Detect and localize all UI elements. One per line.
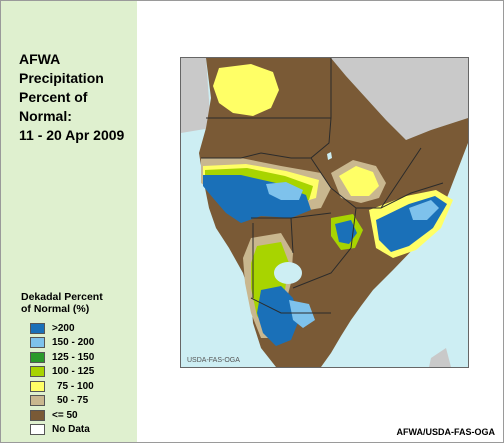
sidebar-panel: AFWA Precipitation Percent of Normal: 11… xyxy=(1,1,137,442)
legend-title-line: Dekadal Percent xyxy=(21,291,103,303)
map-title: AFWA Precipitation Percent of Normal: 11… xyxy=(19,50,134,145)
title-line: AFWA xyxy=(19,51,61,67)
legend-item: 150 - 200 xyxy=(30,336,94,351)
legend-label: 150 - 200 xyxy=(52,337,95,349)
legend-swatch xyxy=(30,409,45,421)
legend-title: Dekadal Percent of Normal (%) xyxy=(21,291,131,315)
title-line: Normal: xyxy=(19,108,72,124)
ethiopia-yellow xyxy=(339,166,379,196)
map-canvas xyxy=(181,58,468,367)
legend-item: 50 - 75 xyxy=(30,394,94,409)
tanzania-wet-area xyxy=(257,286,299,346)
legend-swatch xyxy=(30,351,45,363)
east-wet-strip xyxy=(335,220,357,244)
legend-swatch xyxy=(30,322,45,334)
legend-swatch xyxy=(30,424,45,436)
legend-item: <= 50 xyxy=(30,408,94,423)
legend-item: 125 - 150 xyxy=(30,350,94,365)
car-light-blue xyxy=(266,182,303,200)
precipitation-map: USDA-FAS-OGA xyxy=(180,57,469,368)
madagascar-edge xyxy=(429,348,451,367)
legend-label: No Data xyxy=(52,424,90,436)
lake-tana xyxy=(327,152,332,160)
north-dry-patch xyxy=(213,64,279,116)
surrounding-land-northeast xyxy=(331,58,468,140)
legend-label: <= 50 xyxy=(52,409,78,421)
legend-item: >200 xyxy=(30,321,94,336)
title-line: 11 - 20 Apr 2009 xyxy=(19,127,125,143)
legend-title-line: of Normal (%) xyxy=(21,303,90,315)
title-line: Percent of xyxy=(19,89,88,105)
legend-swatch xyxy=(30,337,45,349)
source-credit: AFWA/USDA-FAS-OGA xyxy=(396,427,496,437)
legend-label: >200 xyxy=(52,322,75,334)
national-borders xyxy=(201,58,444,314)
surrounding-land-west xyxy=(181,58,211,133)
legend-label: 50 - 75 xyxy=(57,395,89,407)
legend-swatch xyxy=(30,380,45,392)
map-watermark: USDA-FAS-OGA xyxy=(187,357,240,364)
somalia-light-blue xyxy=(409,200,439,220)
legend-label: 75 - 100 xyxy=(57,380,94,392)
legend-label: 100 - 125 xyxy=(52,366,95,378)
lake-victoria xyxy=(274,262,302,284)
legend-item: 100 - 125 xyxy=(30,365,94,380)
title-line: Precipitation xyxy=(19,70,104,86)
legend-item: 75 - 100 xyxy=(30,379,94,394)
legend-label: 125 - 150 xyxy=(52,351,95,363)
legend-swatch xyxy=(30,366,45,378)
tanzania-light-blue xyxy=(289,300,315,328)
legend-swatch xyxy=(30,395,45,407)
legend-item: No Data xyxy=(30,423,94,438)
legend: >200 150 - 200 125 - 150 100 - 125 75 - … xyxy=(30,321,94,437)
